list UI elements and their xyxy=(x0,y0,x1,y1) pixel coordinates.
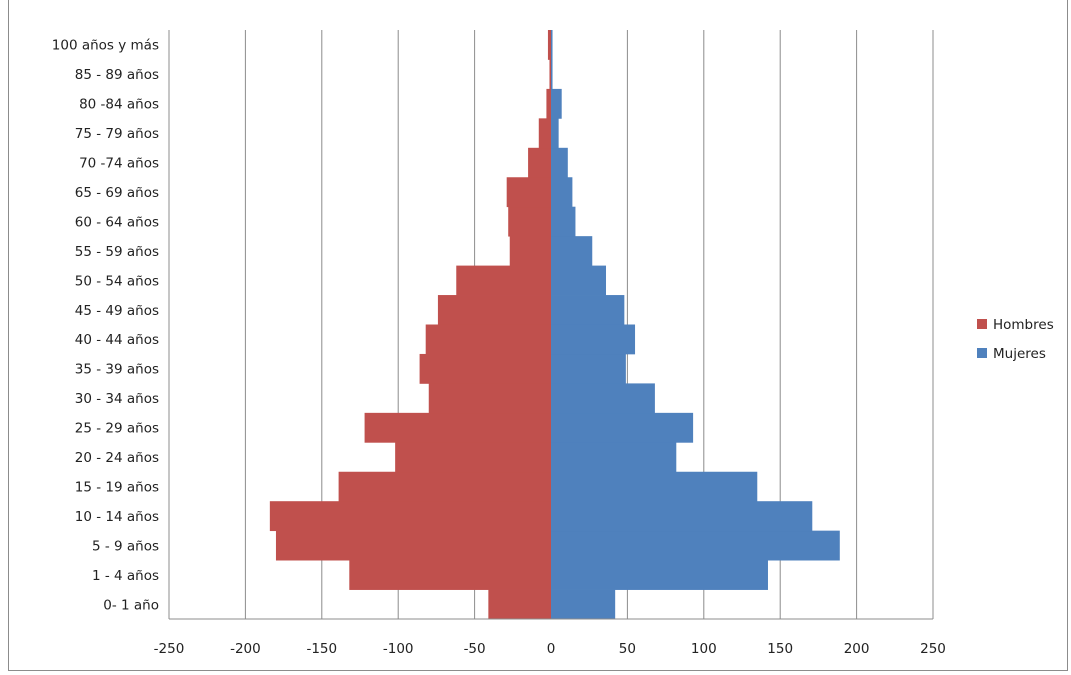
bar-mujeres-12 xyxy=(551,236,593,266)
bar-hombres-18 xyxy=(549,59,551,90)
category-label-10: 45 - 49 años xyxy=(75,303,159,319)
x-tick-label-5: 0 xyxy=(547,641,556,657)
bar-hombres-15 xyxy=(528,147,551,178)
x-tick-label-2: -150 xyxy=(306,641,337,657)
chart-frame: 0- 1 año 1 - 4 años 5 - 9 años 10 - 14 años… xyxy=(8,0,1068,671)
bar-hombres-19 xyxy=(547,30,551,60)
category-label-14: 65 - 69 años xyxy=(75,185,159,201)
x-tick-label-9: 200 xyxy=(844,641,870,657)
bar-hombres-14 xyxy=(506,177,551,208)
bar-mujeres-3 xyxy=(551,501,813,532)
legend-label-hombres: Hombres xyxy=(993,317,1054,333)
bar-hombres-17 xyxy=(546,88,551,119)
bar-hombres-6 xyxy=(364,412,551,443)
category-label-13: 60 - 64 años xyxy=(75,214,159,230)
bar-mujeres-9 xyxy=(551,324,636,355)
bar-hombres-4 xyxy=(338,471,551,502)
bar-mujeres-7 xyxy=(551,383,655,414)
x-tick-label-4: -50 xyxy=(464,641,486,657)
category-label-15: 70 -74 años xyxy=(79,156,159,172)
category-label-11: 50 - 54 años xyxy=(75,273,159,289)
category-label-0: 0- 1 año xyxy=(103,597,159,613)
category-label-3: 10 - 14 años xyxy=(75,509,159,525)
bar-mujeres-14 xyxy=(551,177,573,208)
x-tick-label-8: 150 xyxy=(767,641,793,657)
category-label-19: 100 años y más xyxy=(52,38,159,54)
x-tick-labels: -250 -200 -150 -100 -50 0 50 100 150 200 250 xyxy=(154,641,946,657)
bar-mujeres-17 xyxy=(551,88,562,119)
bars xyxy=(269,30,840,620)
bar-mujeres-15 xyxy=(551,147,568,178)
bar-hombres-7 xyxy=(428,383,551,414)
bar-mujeres-2 xyxy=(551,530,840,561)
bar-hombres-8 xyxy=(419,353,551,384)
bar-mujeres-1 xyxy=(551,560,768,590)
category-label-16: 75 - 79 años xyxy=(75,126,159,142)
bar-hombres-9 xyxy=(425,324,551,355)
x-tick-label-0: -250 xyxy=(154,641,185,657)
bar-hombres-12 xyxy=(509,236,551,266)
bar-mujeres-19 xyxy=(551,30,553,60)
bar-hombres-10 xyxy=(437,295,551,325)
category-label-1: 1 - 4 años xyxy=(92,568,159,584)
bar-mujeres-6 xyxy=(551,412,694,443)
bar-mujeres-16 xyxy=(551,118,559,149)
bar-mujeres-18 xyxy=(551,59,553,90)
bar-hombres-0 xyxy=(488,589,551,620)
bar-hombres-11 xyxy=(456,265,551,296)
bar-mujeres-11 xyxy=(551,265,607,296)
legend: Hombres Mujeres xyxy=(977,317,1054,362)
axes xyxy=(168,30,933,620)
bar-mujeres-4 xyxy=(551,471,758,502)
category-label-12: 55 - 59 años xyxy=(75,244,159,260)
category-label-6: 25 - 29 años xyxy=(75,421,159,437)
bar-hombres-5 xyxy=(395,442,551,473)
x-tick-label-7: 100 xyxy=(691,641,717,657)
bar-mujeres-5 xyxy=(551,442,677,473)
x-tick-label-1: -200 xyxy=(230,641,261,657)
legend-swatch-hombres xyxy=(977,319,987,329)
bar-hombres-13 xyxy=(508,206,551,237)
category-label-2: 5 - 9 años xyxy=(92,538,159,554)
category-label-4: 15 - 19 años xyxy=(75,479,159,495)
category-label-9: 40 - 44 años xyxy=(75,332,159,348)
category-labels: 0- 1 año 1 - 4 años 5 - 9 años 10 - 14 años… xyxy=(52,38,159,614)
bar-mujeres-0 xyxy=(551,589,616,620)
category-label-17: 80 -84 años xyxy=(79,97,159,113)
bar-mujeres-8 xyxy=(551,353,626,384)
category-label-8: 35 - 39 años xyxy=(75,362,159,378)
x-tick-label-10: 250 xyxy=(920,641,946,657)
x-tick-label-3: -100 xyxy=(383,641,414,657)
legend-swatch-mujeres xyxy=(977,348,987,358)
population-pyramid-chart: 0- 1 año 1 - 4 años 5 - 9 años 10 - 14 años… xyxy=(52,30,1054,657)
bar-hombres-3 xyxy=(269,501,551,532)
bar-hombres-16 xyxy=(538,118,551,149)
bar-hombres-1 xyxy=(349,560,551,590)
bar-mujeres-10 xyxy=(551,295,625,325)
legend-label-mujeres: Mujeres xyxy=(993,346,1046,362)
category-label-7: 30 - 34 años xyxy=(75,391,159,407)
category-label-5: 20 - 24 años xyxy=(75,450,159,466)
bar-mujeres-13 xyxy=(551,206,576,237)
bar-hombres-2 xyxy=(275,530,551,561)
x-tick-label-6: 50 xyxy=(619,641,636,657)
category-label-18: 85 - 89 años xyxy=(75,67,159,83)
